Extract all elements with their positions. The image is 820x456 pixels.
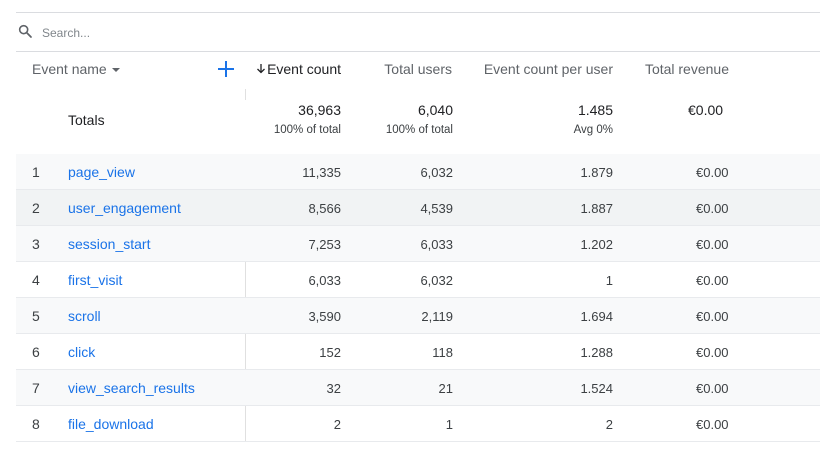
table-row[interactable]: 4 first_visit 6,033 6,032 1 €0.00 [16,262,820,298]
total-users-cell: 6,032 [420,273,453,288]
totals-revenue: €0.00 [688,102,724,118]
table-row[interactable]: 2 user_engagement 8,566 4,539 1.887 €0.0… [16,190,820,226]
total-users-header[interactable]: Total users [384,61,452,77]
row-divider [16,225,820,226]
row-number: 8 [32,416,40,432]
revenue-cell: €0.00 [696,417,729,432]
event-count-cell: 6,033 [308,273,341,288]
event-count-cell: 152 [319,345,341,360]
total-users-cell: 6,032 [420,165,453,180]
revenue-cell: €0.00 [696,201,729,216]
totals-label: Totals [68,112,105,128]
event-count-cell: 7,253 [308,237,341,252]
row-number: 4 [32,272,40,288]
per-user-cell: 1.694 [580,309,613,324]
search-divider [16,51,820,52]
per-user-cell: 1.524 [580,381,613,396]
row-divider [16,441,820,442]
row-number: 3 [32,236,40,252]
per-user-cell: 1.879 [580,165,613,180]
event-count-cell: 2 [333,417,341,432]
row-divider [16,333,820,334]
per-user-cell: 1.288 [580,345,613,360]
revenue-cell: €0.00 [696,381,729,396]
row-number: 2 [32,200,40,216]
table-row[interactable]: 5 scroll 3,590 2,119 1.694 €0.00 [16,298,820,334]
revenue-cell: €0.00 [696,165,729,180]
plus-icon [218,61,234,77]
event-name-link[interactable]: user_engagement [68,200,181,216]
event-name-link[interactable]: file_download [68,416,154,432]
event-name-header[interactable]: Event name [32,61,120,77]
row-divider [16,405,820,406]
total-users-cell: 1 [445,417,453,432]
table-row[interactable]: 7 view_search_results 32 21 1.524 €0.00 [16,370,820,406]
event-count-cell: 11,335 [302,165,341,180]
total-users-cell: 118 [432,345,453,360]
event-count-header[interactable]: Event count [256,61,341,77]
event-count-cell: 3,590 [308,309,341,324]
search-bar[interactable] [16,21,820,45]
total-revenue-header[interactable]: Total revenue [644,61,729,77]
event-count-header-label: Event count [267,61,341,77]
search-input[interactable] [42,26,442,40]
event-name-link[interactable]: click [68,344,96,360]
per-user-cell: 1.887 [580,201,613,216]
header-column-divider [245,89,246,100]
totals-total-users: 6,040 [417,102,453,118]
arrow-down-icon [256,61,267,77]
event-name-link[interactable]: first_visit [68,272,123,288]
row-divider [16,261,820,262]
event-count-cell: 8,566 [308,201,341,216]
totals-per-user: 1.485 [577,102,613,118]
totals-event-count-sub: 100% of total [273,124,341,136]
table-row[interactable]: 6 click 152 118 1.288 €0.00 [16,334,820,370]
total-users-cell: 21 [438,381,453,396]
totals-total-users-sub: 100% of total [385,124,453,136]
caret-down-icon [111,67,120,72]
per-user-cell: 2 [605,417,613,432]
row-number: 5 [32,308,40,324]
table-row[interactable]: 8 file_download 2 1 2 €0.00 [16,406,820,442]
table-row[interactable]: 1 page_view 11,335 6,032 1.879 €0.00 [16,154,820,190]
event-name-link[interactable]: session_start [68,236,151,252]
row-divider [16,189,820,190]
total-users-cell: 2,119 [421,309,453,324]
row-divider [16,297,820,298]
event-name-link[interactable]: view_search_results [68,380,195,396]
row-number: 7 [32,380,40,396]
totals-per-user-sub: Avg 0% [573,124,613,136]
event-name-header-label: Event name [32,61,107,77]
total-users-cell: 4,539 [420,201,453,216]
table-row[interactable]: 3 session_start 7,253 6,033 1.202 €0.00 [16,226,820,262]
row-divider [16,369,820,370]
row-number: 1 [32,164,40,180]
revenue-cell: €0.00 [696,309,729,324]
event-count-per-user-header[interactable]: Event count per user [483,61,613,77]
per-user-cell: 1 [605,273,613,288]
revenue-cell: €0.00 [696,273,729,288]
search-icon [16,23,33,44]
event-name-link[interactable]: scroll [68,308,101,324]
revenue-cell: €0.00 [696,237,729,252]
top-divider [16,12,820,13]
per-user-cell: 1.202 [580,237,613,252]
event-name-link[interactable]: page_view [68,164,135,180]
add-dimension-button[interactable] [215,58,237,80]
row-number: 6 [32,344,40,360]
revenue-cell: €0.00 [696,345,729,360]
total-users-cell: 6,033 [420,237,453,252]
totals-event-count: 36,963 [298,102,341,118]
event-count-cell: 32 [326,381,341,396]
